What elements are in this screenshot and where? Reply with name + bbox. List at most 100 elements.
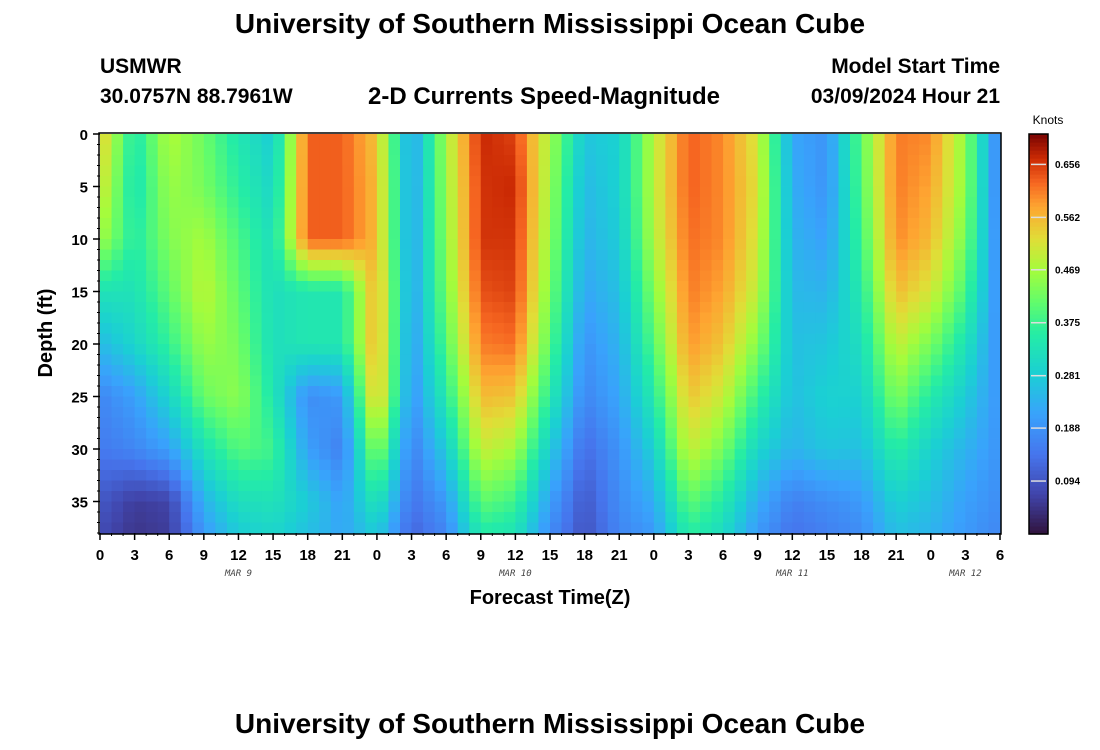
heatmap-cell — [619, 249, 632, 261]
heatmap-cell — [250, 522, 263, 534]
heatmap-cell — [607, 291, 620, 303]
heatmap-cell — [480, 228, 493, 240]
heatmap-cell — [919, 449, 932, 461]
heatmap-cell — [826, 386, 840, 398]
heatmap-cell — [319, 396, 332, 408]
heatmap-cell — [157, 491, 170, 503]
heatmap-cell — [584, 249, 597, 261]
heatmap-cell — [446, 375, 459, 387]
heatmap-cell — [111, 176, 124, 188]
heatmap-cell — [711, 491, 724, 503]
heatmap-cell — [723, 522, 736, 534]
heatmap-cell — [676, 480, 690, 492]
heatmap-cell — [734, 344, 747, 356]
heatmap-cell — [526, 281, 540, 293]
heatmap-cell — [561, 302, 574, 314]
heatmap-cell — [861, 438, 874, 450]
heatmap-cell — [400, 407, 413, 419]
heatmap-cell — [803, 522, 816, 534]
heatmap-cell — [203, 291, 216, 303]
heatmap-cell — [296, 501, 309, 513]
heatmap-cell — [769, 396, 782, 408]
heatmap-cell — [238, 144, 251, 156]
heatmap-cell — [653, 312, 666, 324]
heatmap-cell — [746, 354, 759, 366]
heatmap-cell — [630, 375, 643, 387]
heatmap-cell — [180, 354, 193, 366]
heatmap-cell — [976, 417, 990, 429]
heatmap-cell — [584, 522, 597, 534]
heatmap-cell — [111, 428, 124, 440]
heatmap-cell — [665, 165, 678, 177]
heatmap-cell — [700, 522, 713, 534]
heatmap-cell — [134, 501, 147, 513]
heatmap-cell — [261, 512, 274, 524]
heatmap-cell — [746, 522, 759, 534]
heatmap-cell — [757, 407, 770, 419]
heatmap-cell — [261, 396, 274, 408]
heatmap-cell — [873, 155, 886, 167]
heatmap-cell — [942, 480, 955, 492]
heatmap-cell — [365, 491, 378, 503]
heatmap-cell — [757, 312, 770, 324]
heatmap-cell — [261, 365, 274, 377]
heatmap-cell — [492, 260, 505, 272]
heatmap-cell — [550, 470, 563, 482]
heatmap-cell — [146, 396, 159, 408]
heatmap-cell — [526, 239, 540, 251]
heatmap-cell — [480, 501, 493, 513]
heatmap-cell — [480, 323, 493, 335]
heatmap-cell — [676, 155, 690, 167]
heatmap-cell — [215, 470, 228, 482]
heatmap-cell — [826, 270, 840, 282]
heatmap-cell — [411, 239, 424, 251]
heatmap-cell — [123, 491, 136, 503]
heatmap-cell — [619, 323, 632, 335]
heatmap-cell — [203, 260, 216, 272]
heatmap-cell — [561, 186, 574, 198]
heatmap-cell — [203, 449, 216, 461]
heatmap-cell — [457, 207, 470, 219]
heatmap-cell — [826, 312, 840, 324]
heatmap-cell — [596, 323, 609, 335]
heatmap-cell — [157, 134, 170, 146]
heatmap-cell — [861, 512, 874, 524]
heatmap-cell — [584, 176, 597, 188]
heatmap-cell — [250, 165, 263, 177]
heatmap-cell — [826, 438, 840, 450]
heatmap-cell — [596, 312, 609, 324]
heatmap-cell — [434, 522, 447, 534]
heatmap-cell — [896, 165, 909, 177]
heatmap-cell — [238, 459, 251, 471]
heatmap-cell — [480, 365, 493, 377]
heatmap-cell — [192, 365, 205, 377]
heatmap-cell — [850, 260, 863, 272]
heatmap-cell — [203, 323, 216, 335]
heatmap-cell — [250, 291, 263, 303]
heatmap-cell — [411, 470, 424, 482]
heatmap-cell — [342, 186, 355, 198]
heatmap-cell — [688, 344, 701, 356]
heatmap-cell — [238, 302, 251, 314]
heatmap-cell — [942, 260, 955, 272]
heatmap-cell — [146, 417, 159, 429]
heatmap-cell — [619, 165, 632, 177]
heatmap-cell — [653, 470, 666, 482]
heatmap-cell — [826, 176, 840, 188]
heatmap-cell — [700, 459, 713, 471]
heatmap-cell — [803, 281, 816, 293]
heatmap-cell — [596, 375, 609, 387]
heatmap-cell — [838, 459, 851, 471]
heatmap-cell — [653, 165, 666, 177]
heatmap-cell — [423, 470, 436, 482]
heatmap-cell — [215, 480, 228, 492]
date-label: MAR 9 — [224, 569, 252, 579]
heatmap-cell — [734, 365, 747, 377]
heatmap-cell — [203, 354, 216, 366]
heatmap-cell — [319, 323, 332, 335]
heatmap-cell — [780, 228, 793, 240]
heatmap-cell — [665, 344, 678, 356]
colorbar-segment — [1029, 490, 1048, 495]
heatmap-cell — [561, 417, 574, 429]
colorbar-segment — [1029, 238, 1048, 243]
